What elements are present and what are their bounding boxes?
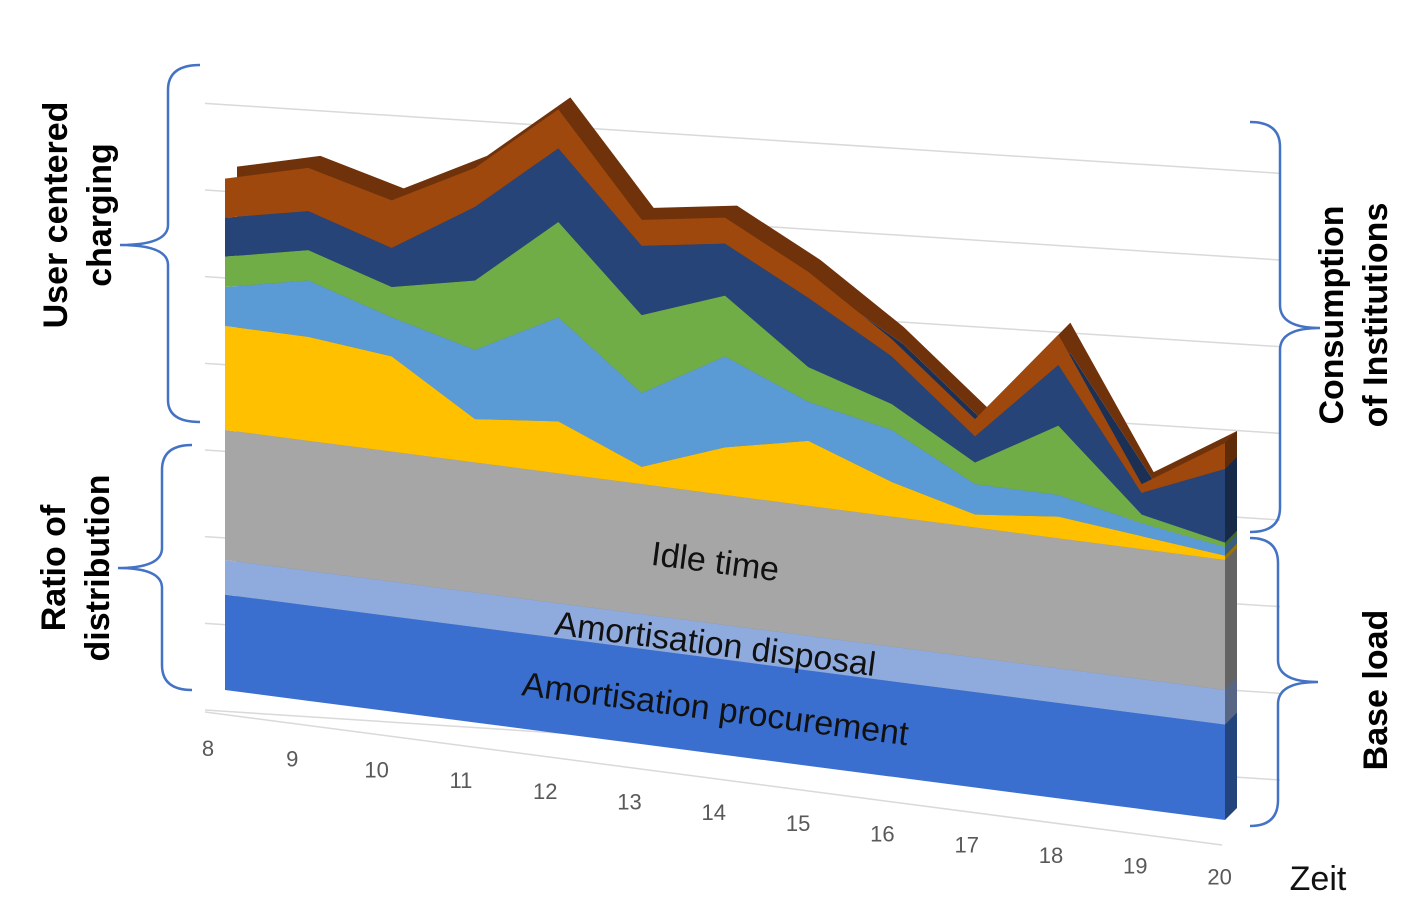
area-side xyxy=(1225,535,1237,556)
area xyxy=(225,148,1225,543)
x-tick-label: 15 xyxy=(786,811,810,836)
annotation: distribution xyxy=(79,475,117,662)
annotation: User centered xyxy=(37,102,75,329)
x-tick-label: 11 xyxy=(449,768,472,793)
area-side xyxy=(1225,431,1237,469)
area-side xyxy=(1225,543,1237,560)
areas xyxy=(225,97,1237,820)
area xyxy=(225,594,1225,820)
area xyxy=(225,326,1225,560)
x-axis-line xyxy=(204,711,1223,846)
annotations: User centered charging Ratio of distributio… xyxy=(35,102,1395,771)
area-side xyxy=(1225,548,1237,690)
annotation: Base load xyxy=(1357,610,1395,771)
annotation: Ratio of xyxy=(35,504,73,631)
x-tick-label: 13 xyxy=(617,790,641,815)
area xyxy=(225,222,1225,547)
area xyxy=(225,430,1225,690)
annotation: charging xyxy=(81,143,119,287)
area-side xyxy=(1225,678,1237,725)
x-tick-label: 10 xyxy=(364,757,388,782)
x-tick-label: 16 xyxy=(870,822,894,847)
area-side xyxy=(1225,457,1237,543)
grid-line xyxy=(204,102,1281,175)
annotation: of Institutions xyxy=(1357,203,1395,428)
x-tick-label: 19 xyxy=(1123,854,1147,879)
brace xyxy=(117,443,193,692)
braces xyxy=(117,63,1321,828)
x-tick-label: 9 xyxy=(286,747,298,772)
x-tick-label: 14 xyxy=(702,800,726,825)
area xyxy=(225,560,1225,725)
area xyxy=(225,109,1225,493)
x-tick-label: 20 xyxy=(1207,864,1231,889)
area-side xyxy=(1225,530,1237,547)
x-tick-label: 8 xyxy=(202,736,214,761)
x-tick-label: 18 xyxy=(1039,843,1063,868)
x-tick-label: 17 xyxy=(954,832,978,857)
area-side xyxy=(1225,712,1237,820)
brace xyxy=(1249,536,1319,828)
x-tick-label: 12 xyxy=(533,779,557,804)
area xyxy=(225,280,1225,556)
brace xyxy=(119,63,201,424)
brace xyxy=(1249,120,1321,534)
annotation: Consumption xyxy=(1313,205,1351,424)
x-axis-label: Zeit xyxy=(1290,860,1347,898)
